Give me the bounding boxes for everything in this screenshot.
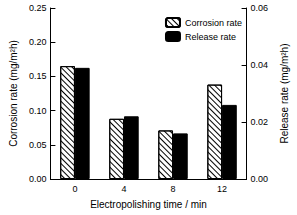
svg-text:0.06: 0.06 — [251, 3, 269, 13]
svg-text:0.00: 0.00 — [29, 174, 47, 184]
svg-text:0: 0 — [72, 184, 77, 194]
svg-text:0.25: 0.25 — [29, 3, 47, 13]
svg-text:8: 8 — [171, 184, 176, 194]
svg-text:Release rate: Release rate — [185, 32, 236, 42]
svg-text:0.04: 0.04 — [251, 60, 269, 70]
svg-text:Electropolishing time / min: Electropolishing time / min — [90, 199, 207, 210]
svg-text:0.20: 0.20 — [29, 37, 47, 47]
svg-text:4: 4 — [121, 184, 126, 194]
svg-text:0.05: 0.05 — [29, 140, 47, 150]
svg-text:0.15: 0.15 — [29, 71, 47, 81]
svg-text:0.02: 0.02 — [251, 117, 269, 127]
svg-text:Corrosion rate (mg/m²h): Corrosion rate (mg/m²h) — [8, 40, 19, 147]
svg-text:12: 12 — [217, 184, 227, 194]
svg-text:Release rate (mg/m²h): Release rate (mg/m²h) — [279, 43, 290, 143]
svg-text:0.10: 0.10 — [29, 106, 47, 116]
svg-text:0.00: 0.00 — [251, 174, 269, 184]
svg-text:Corrosion rate: Corrosion rate — [185, 18, 242, 28]
